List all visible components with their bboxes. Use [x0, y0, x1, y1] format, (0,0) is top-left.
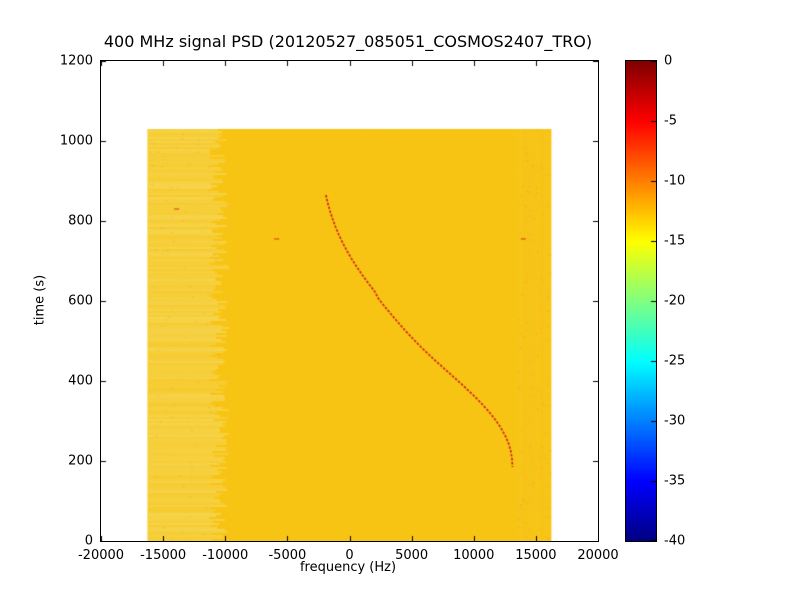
colorbar-tick-label: -35 [664, 473, 686, 489]
colorbar [625, 60, 657, 542]
y-tick-label: 600 [68, 293, 93, 309]
y-tick-label: 1200 [59, 53, 93, 69]
x-tick-label: 5000 [395, 548, 429, 563]
x-tick-label: 15000 [515, 548, 557, 563]
x-tick-label: 10000 [453, 548, 495, 563]
chart-title: 400 MHz signal PSD (20120527_085051_COSM… [103, 32, 593, 51]
colorbar-tick-label: -10 [664, 173, 686, 189]
colorbar-tick-label: -30 [664, 413, 686, 429]
plot-area [100, 60, 599, 542]
y-tick-label: 1000 [59, 133, 93, 149]
x-tick-label: 0 [345, 548, 354, 563]
y-tick-label: 400 [68, 373, 93, 389]
x-tick-label: -15000 [140, 548, 187, 563]
y-tick-label: 800 [68, 213, 93, 229]
colorbar-tick-label: -5 [664, 113, 677, 129]
x-tick-label: 20000 [577, 548, 619, 563]
y-tick-label: 200 [68, 453, 93, 469]
y-axis-label: time (s) [32, 274, 48, 326]
colorbar-tick-label: -25 [664, 353, 686, 369]
colorbar-gradient [626, 61, 656, 541]
colorbar-tick-label: 0 [664, 53, 673, 69]
spectrogram-heatmap [101, 61, 598, 541]
x-tick-label: -5000 [268, 548, 307, 563]
y-tick-label: 0 [84, 533, 93, 549]
x-tick-label: -10000 [202, 548, 249, 563]
x-tick-label: -20000 [77, 548, 125, 563]
colorbar-tick-label: -15 [664, 233, 686, 249]
colorbar-tick-label: -40 [664, 533, 686, 549]
x-axis-label: frequency (Hz) [299, 560, 397, 575]
colorbar-tick-label: -20 [664, 293, 686, 309]
